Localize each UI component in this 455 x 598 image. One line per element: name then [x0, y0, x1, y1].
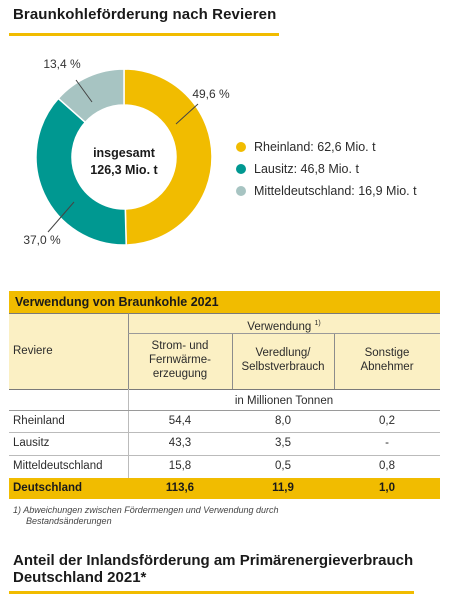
- legend-dot: [236, 164, 246, 174]
- cell-value: 43,3: [168, 437, 192, 449]
- leader-line: [47, 201, 75, 233]
- title-underline: [9, 33, 279, 36]
- table-divider: [128, 313, 129, 389]
- legend-item: Lausitz: 46,8 Mio. t: [236, 158, 417, 180]
- donut-chart: insgesamt 126,3 Mio. t 49,6 % 37,0 % 13,4 …: [23, 57, 230, 247]
- donut-slice-rheinland: [123, 68, 213, 246]
- leader-line: [175, 103, 199, 125]
- legend-dot: [236, 142, 246, 152]
- column-header-line: Strom- und: [151, 340, 209, 352]
- total-value: 11,9: [272, 482, 294, 494]
- group-header-label: Verwendung: [247, 320, 312, 333]
- column-header: Sonstige Abnehmer: [334, 346, 440, 374]
- legend-label: Mitteldeutschland: 16,9 Mio. t: [254, 184, 417, 198]
- cell-value: 0,8: [379, 460, 395, 472]
- cell-value: 15,8: [168, 460, 192, 472]
- cell-value: -: [385, 437, 389, 449]
- footnote-text: Bestandsänderungen: [26, 516, 112, 526]
- legend-dot: [236, 186, 246, 196]
- table-divider: [334, 333, 335, 389]
- column-header-line: Veredlung/: [255, 347, 311, 359]
- legend-item: Rheinland: 62,6 Mio. t: [236, 136, 417, 158]
- total-label: Deutschland: [13, 482, 83, 494]
- cell-value: 0,2: [379, 415, 395, 427]
- row-header: Reviere: [13, 345, 53, 357]
- group-footnote-mark: 1): [314, 320, 321, 327]
- column-header: Strom- und Fernwärme- erzeugung: [128, 339, 232, 381]
- donut-slice-mitteldeutschland: [57, 68, 125, 124]
- table-header-area: [9, 313, 440, 389]
- footnote-mark: 1): [13, 505, 22, 515]
- group-header: Verwendung 1): [128, 317, 440, 334]
- percent-label: 49,6 %: [192, 87, 230, 101]
- column-header-line: Abnehmer: [360, 361, 414, 373]
- row-label: Lausitz: [13, 437, 50, 449]
- unit-label: in Millionen Tonnen: [234, 395, 334, 407]
- cell-value: 3,5: [275, 437, 291, 449]
- section-title-line: Anteil der Inlandsförderung am Primärene…: [13, 552, 414, 569]
- table-divider: [128, 333, 440, 334]
- table-divider: [128, 389, 129, 499]
- table-divider: [9, 313, 440, 314]
- column-header-line: Sonstige: [364, 347, 410, 359]
- legend-label: Rheinland: 62,6 Mio. t: [254, 140, 376, 154]
- row-label: Rheinland: [13, 415, 65, 427]
- total-row: [9, 478, 440, 499]
- legend-label: Lausitz: 46,8 Mio. t: [254, 162, 359, 176]
- table-title: Verwendung von Braunkohle 2021: [9, 291, 440, 313]
- chart-title: Braunkohleförderung nach Revieren: [13, 6, 277, 23]
- column-header-line: Fernwärme-: [149, 354, 211, 366]
- column-header: Veredlung/ Selbstverbrauch: [232, 346, 334, 374]
- table-divider: [232, 333, 233, 389]
- table-divider: [9, 410, 440, 411]
- column-header-line: erzeugung: [152, 368, 208, 380]
- center-label-line2: 126,3 Mio. t: [90, 163, 158, 177]
- percent-label: 37,0 %: [23, 233, 61, 247]
- section-title: Anteil der Inlandsförderung am Primärene…: [13, 552, 433, 586]
- chart-legend: Rheinland: 62,6 Mio. t Lausitz: 46,8 Mio.…: [236, 136, 417, 202]
- cell-value: 8,0: [275, 415, 291, 427]
- cell-value: 0,5: [275, 460, 291, 472]
- donut-slice-lausitz: [35, 97, 127, 246]
- legend-item: Mitteldeutschland: 16,9 Mio. t: [236, 180, 417, 202]
- table-divider: [9, 432, 440, 433]
- column-header-line: Selbstverbrauch: [241, 361, 325, 373]
- total-value: 1,0: [379, 482, 395, 494]
- leader-line: [75, 79, 93, 103]
- section-underline: [9, 591, 414, 594]
- row-label: Mitteldeutschland: [13, 460, 103, 472]
- total-value: 113,6: [165, 482, 195, 494]
- section-title-line: Deutschland 2021*: [13, 569, 147, 586]
- table-divider: [9, 455, 440, 456]
- footnote: 1) Abweichungen zwischen Fördermengen un…: [13, 505, 353, 527]
- footnote-text: Abweichungen zwischen Fördermengen und V…: [23, 505, 279, 515]
- table-divider: [9, 389, 440, 390]
- percent-label: 13,4 %: [43, 57, 81, 71]
- center-label-line1: insgesamt: [93, 146, 156, 160]
- cell-value: 54,4: [168, 415, 192, 427]
